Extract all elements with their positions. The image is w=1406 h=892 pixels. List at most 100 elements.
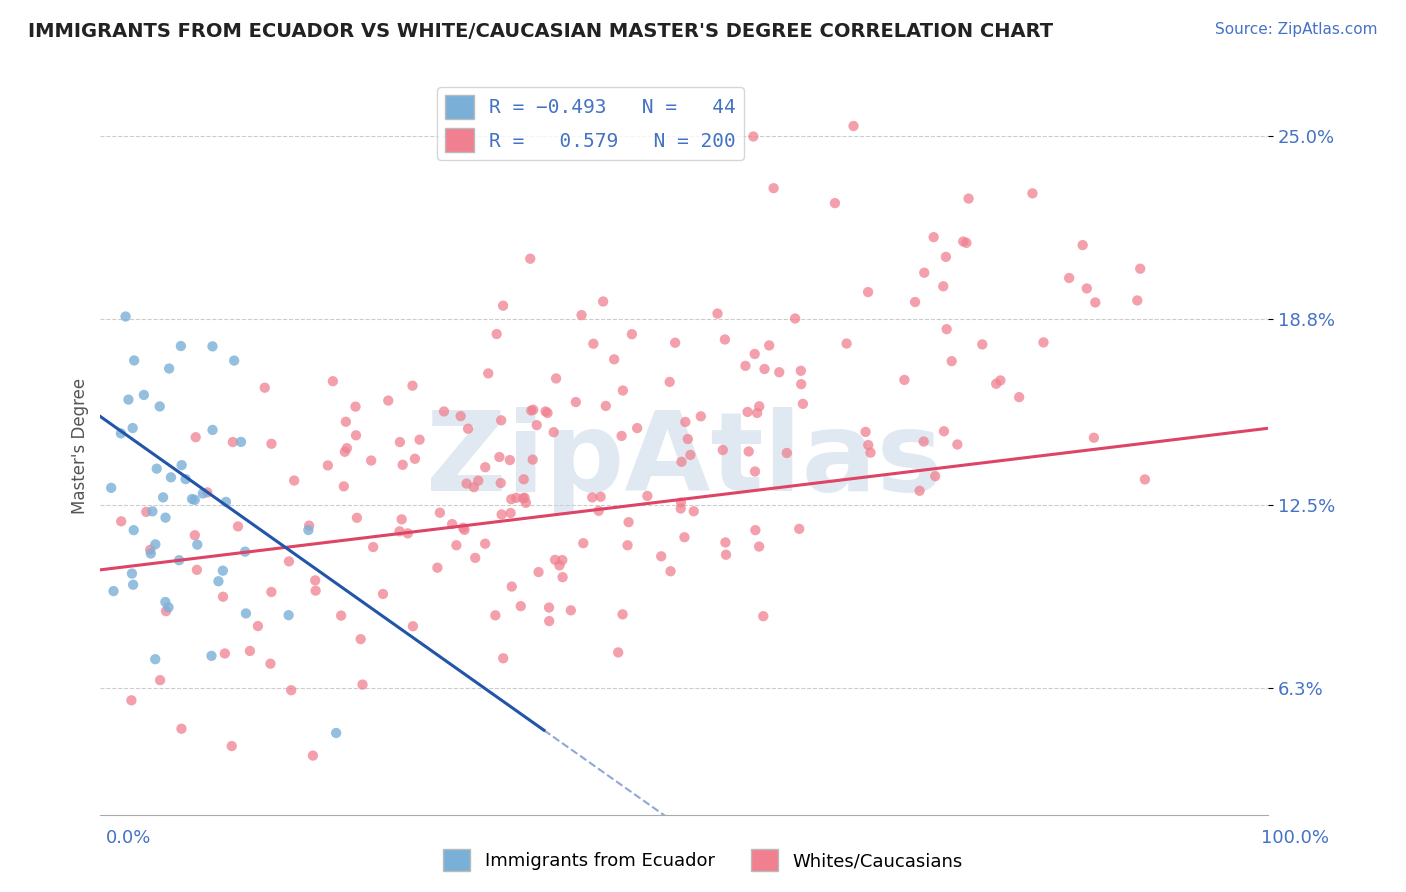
Point bbox=[135, 505, 157, 519]
Point bbox=[758, 338, 780, 352]
Point bbox=[855, 425, 877, 439]
Point bbox=[186, 538, 208, 552]
Point bbox=[519, 252, 541, 266]
Point bbox=[184, 528, 207, 542]
Point bbox=[824, 196, 846, 211]
Point bbox=[595, 399, 617, 413]
Point bbox=[201, 423, 224, 437]
Point bbox=[155, 595, 177, 609]
Point bbox=[121, 566, 143, 581]
Point bbox=[744, 523, 766, 537]
Point bbox=[155, 510, 177, 524]
Point bbox=[734, 359, 756, 373]
Point bbox=[277, 608, 299, 623]
Point bbox=[955, 235, 977, 250]
Point bbox=[143, 652, 166, 666]
Point bbox=[149, 400, 172, 414]
Point bbox=[304, 574, 326, 588]
Point bbox=[212, 590, 235, 604]
Point bbox=[278, 554, 301, 568]
Point bbox=[745, 406, 768, 420]
Point bbox=[790, 377, 813, 392]
Point bbox=[752, 609, 775, 624]
Point bbox=[952, 235, 974, 249]
Point bbox=[787, 522, 810, 536]
Point bbox=[402, 619, 425, 633]
Point bbox=[513, 491, 536, 505]
Point bbox=[610, 429, 633, 443]
Point bbox=[122, 523, 145, 537]
Point bbox=[1084, 295, 1107, 310]
Point bbox=[408, 433, 430, 447]
Point bbox=[346, 511, 368, 525]
Point bbox=[246, 619, 269, 633]
Point bbox=[371, 587, 394, 601]
Point bbox=[1126, 293, 1149, 308]
Point bbox=[768, 365, 790, 379]
Point bbox=[589, 490, 612, 504]
Point bbox=[935, 250, 957, 264]
Point bbox=[607, 645, 630, 659]
Point bbox=[491, 508, 513, 522]
Point bbox=[658, 375, 681, 389]
Point bbox=[464, 550, 486, 565]
Point bbox=[679, 448, 702, 462]
Point bbox=[581, 491, 603, 505]
Point bbox=[551, 553, 574, 567]
Point bbox=[935, 322, 957, 336]
Point bbox=[986, 376, 1008, 391]
Point bbox=[283, 474, 305, 488]
Point bbox=[184, 430, 207, 444]
Point bbox=[673, 415, 696, 429]
Point bbox=[908, 483, 931, 498]
Point bbox=[224, 353, 246, 368]
Point bbox=[122, 578, 145, 592]
Point bbox=[344, 400, 367, 414]
Point bbox=[170, 458, 193, 472]
Point bbox=[572, 536, 595, 550]
Point bbox=[302, 748, 325, 763]
Point bbox=[181, 491, 204, 506]
Point bbox=[446, 538, 468, 552]
Point bbox=[200, 648, 222, 663]
Point bbox=[612, 607, 634, 622]
Point bbox=[546, 371, 568, 385]
Point bbox=[922, 230, 945, 244]
Point bbox=[682, 504, 704, 518]
Point bbox=[488, 450, 510, 464]
Point bbox=[336, 441, 359, 455]
Point bbox=[396, 526, 419, 541]
Point bbox=[360, 453, 382, 467]
Point bbox=[513, 472, 536, 486]
Point bbox=[1129, 261, 1152, 276]
Point bbox=[932, 279, 955, 293]
Point bbox=[110, 514, 132, 528]
Point bbox=[671, 455, 693, 469]
Point bbox=[174, 472, 197, 486]
Y-axis label: Master's Degree: Master's Degree bbox=[72, 378, 89, 514]
Point bbox=[744, 465, 766, 479]
Point bbox=[391, 512, 413, 526]
Point bbox=[456, 476, 478, 491]
Point bbox=[226, 519, 249, 533]
Point bbox=[893, 373, 915, 387]
Point bbox=[543, 425, 565, 440]
Point bbox=[501, 492, 523, 507]
Point bbox=[499, 453, 522, 467]
Point bbox=[912, 266, 935, 280]
Point bbox=[160, 470, 183, 484]
Point bbox=[280, 683, 302, 698]
Point bbox=[551, 570, 574, 584]
Point bbox=[592, 294, 614, 309]
Point bbox=[152, 491, 174, 505]
Point bbox=[110, 426, 132, 441]
Point bbox=[253, 381, 276, 395]
Point bbox=[501, 580, 523, 594]
Point bbox=[706, 307, 728, 321]
Point bbox=[233, 544, 256, 558]
Point bbox=[377, 393, 399, 408]
Point bbox=[1021, 186, 1043, 201]
Point bbox=[450, 409, 472, 424]
Point bbox=[259, 657, 281, 671]
Point bbox=[538, 614, 561, 628]
